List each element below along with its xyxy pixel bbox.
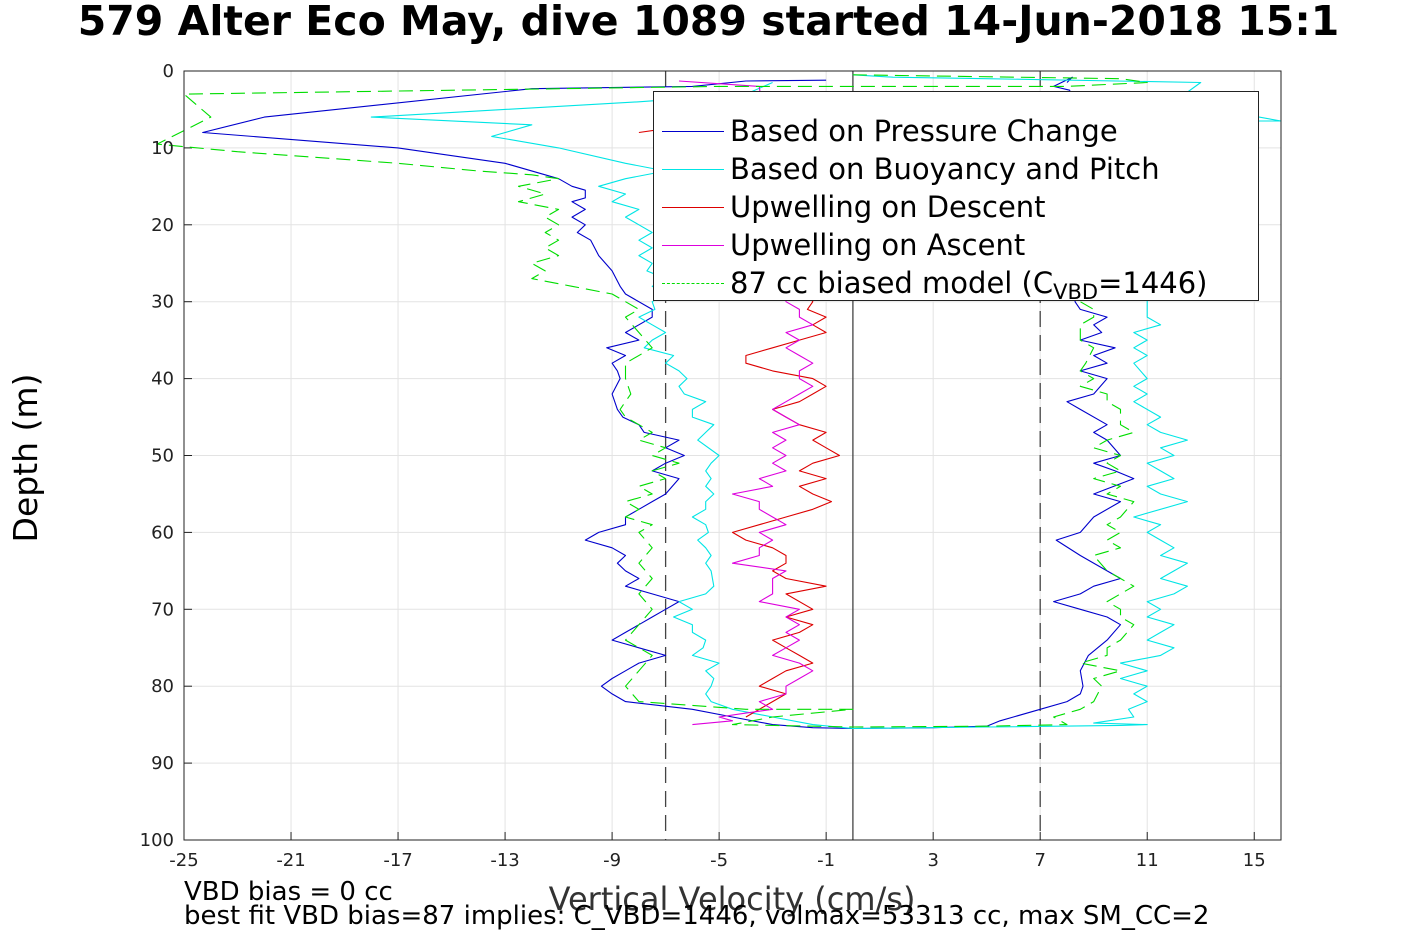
x-tick-label: 15: [1243, 850, 1266, 871]
y-tick-label: 80: [151, 676, 174, 697]
legend-swatch-biased-model: [662, 283, 724, 284]
pressure-change-line: [202, 76, 1135, 730]
vbd-bias-note: VBD bias = 0 cc: [184, 877, 393, 907]
y-tick-label: 0: [163, 61, 174, 82]
biased-model-line: [156, 74, 1148, 728]
y-axis-label: Depth (m): [6, 373, 45, 543]
x-tick-label: -13: [490, 850, 519, 871]
legend-label-upwelling-ascent: Upwelling on Ascent: [730, 228, 1026, 262]
legend-swatch-pressure: [662, 131, 724, 132]
y-tick-label: 70: [151, 599, 174, 620]
y-tick-label: 20: [151, 215, 174, 236]
y-tick-label: 100: [140, 830, 174, 851]
legend-item-biased-model: 87 cc biased model (CVBD=1446): [654, 264, 1258, 304]
legend-item-upwelling-descent: Upwelling on Descent: [654, 188, 1258, 226]
legend-model-prefix: 87 cc biased model (C: [730, 266, 1054, 300]
legend-swatch-buoyancy: [662, 169, 724, 170]
x-tick-label: -25: [169, 850, 198, 871]
x-tick-label: -21: [276, 850, 305, 871]
x-tick-label: -9: [603, 850, 621, 871]
x-tick-label: 7: [1034, 850, 1045, 871]
best-fit-note: best fit VBD bias=87 implies: C_VBD=1446…: [184, 901, 1210, 931]
legend-model-suffix: =1446): [1098, 266, 1208, 300]
legend-item-pressure: Based on Pressure Change: [654, 112, 1258, 150]
x-tick-label: 11: [1136, 850, 1159, 871]
y-tick-label: 90: [151, 753, 174, 774]
legend-label-pressure: Based on Pressure Change: [730, 114, 1118, 148]
legend-label-biased-model: 87 cc biased model (CVBD=1446): [730, 266, 1208, 309]
y-tick-label: 60: [151, 522, 174, 543]
x-tick-label: -1: [817, 850, 835, 871]
legend-item-buoyancy: Based on Buoyancy and Pitch: [654, 150, 1258, 188]
y-tick-label: 10: [151, 138, 174, 159]
chart-title: 579 Alter Eco May, dive 1089 started 14-…: [77, 0, 1340, 45]
legend: Based on Pressure Change Based on Buoyan…: [653, 91, 1259, 304]
y-tick-label: 40: [151, 369, 174, 390]
legend-label-upwelling-descent: Upwelling on Descent: [730, 190, 1046, 224]
y-tick-label: 30: [151, 292, 174, 313]
x-tick-label: -5: [710, 850, 728, 871]
x-tick-label: 3: [927, 850, 938, 871]
legend-label-buoyancy: Based on Buoyancy and Pitch: [730, 152, 1160, 186]
upwelling-descent-line: [638, 124, 841, 718]
legend-swatch-upwelling-ascent: [662, 245, 724, 246]
legend-model-subscript: VBD: [1053, 280, 1099, 304]
legend-item-upwelling-ascent: Upwelling on Ascent: [654, 226, 1258, 264]
x-axis-label: Vertical Velocity (cm/s): [548, 880, 916, 918]
legend-swatch-upwelling-descent: [662, 207, 724, 208]
plot-frame: [183, 70, 1282, 841]
x-tick-label: -17: [383, 850, 412, 871]
tick-labels: -25 -21 -17 -13 -9 -5 -1 3 7 11 150102030405060708…: [140, 61, 1266, 871]
y-tick-label: 50: [151, 446, 174, 467]
upwelling-ascent-line: [678, 80, 814, 726]
